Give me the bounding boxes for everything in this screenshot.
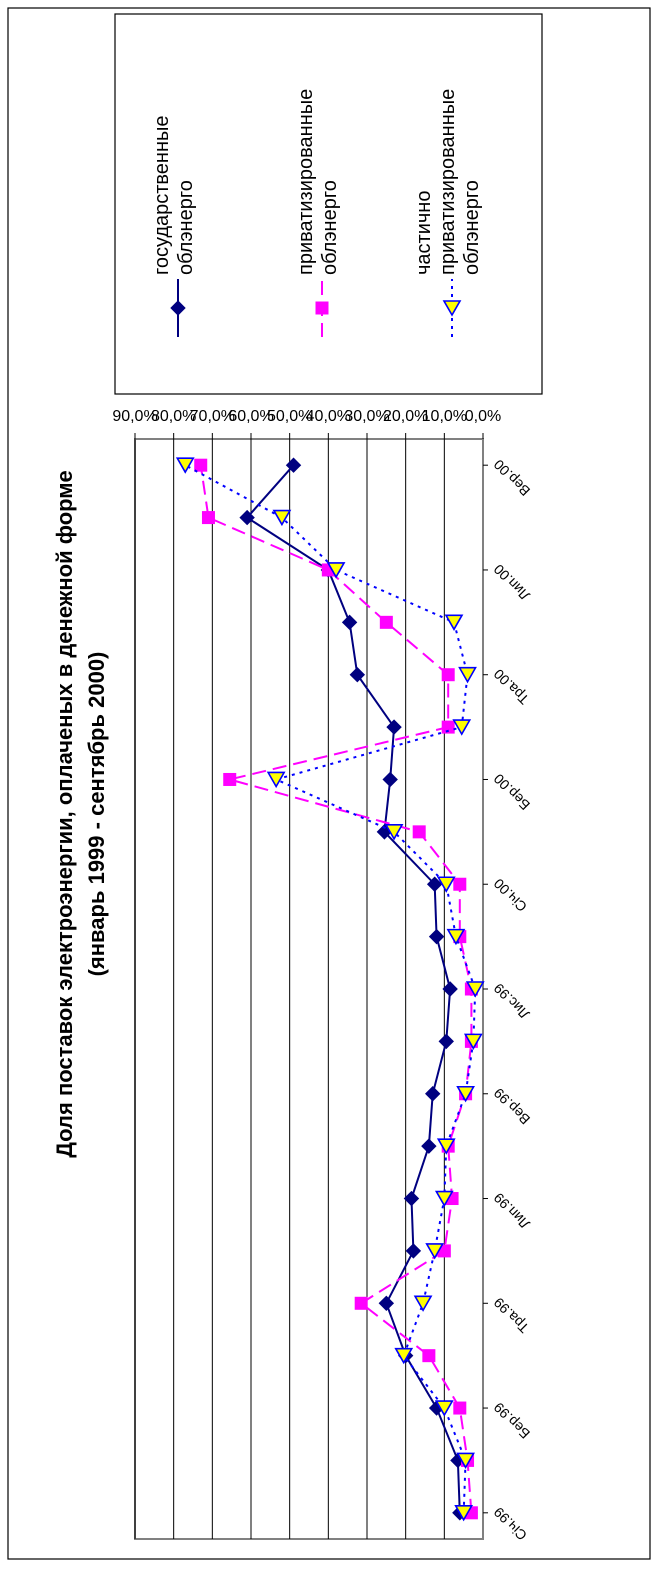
legend-entry-3: частично приватизированные облэнерго — [413, 89, 483, 337]
chart-title: Доля поставок электроэнергии, оплаченых … — [52, 470, 77, 1158]
y-tick-label: 60,0% — [228, 408, 273, 425]
data-point — [453, 877, 467, 891]
rotated-chart: Доля поставок электроэнергии, оплаченых … — [52, 13, 543, 1544]
legend-label: частично — [413, 191, 435, 275]
data-point — [272, 509, 292, 527]
data-point — [428, 928, 445, 945]
data-point — [349, 667, 366, 683]
data-point — [378, 1295, 395, 1311]
series-1 — [239, 457, 468, 1521]
data-point — [456, 1452, 475, 1470]
data-point — [463, 1033, 483, 1050]
chart-frame — [7, 7, 651, 1560]
data-point — [436, 1138, 456, 1155]
data-point — [223, 772, 237, 786]
data-point — [175, 457, 195, 474]
legend-entry-1: государственные облэнерго — [151, 115, 197, 337]
y-tick-label: 80,0% — [151, 408, 196, 425]
data-point — [444, 614, 464, 631]
y-tick-label: 30,0% — [344, 408, 389, 425]
legend-marker — [315, 301, 329, 315]
data-point — [413, 1295, 433, 1312]
data-point — [454, 1505, 474, 1522]
data-point — [434, 1190, 454, 1208]
data-point — [425, 1243, 445, 1260]
legend-label: государственные — [151, 115, 173, 275]
data-point — [384, 824, 404, 841]
data-point — [412, 825, 426, 839]
data-point — [354, 1296, 368, 1310]
data-point — [194, 458, 208, 472]
data-point — [386, 719, 402, 735]
data-point — [201, 511, 215, 525]
legend-marker — [170, 300, 186, 316]
data-point — [421, 1138, 437, 1154]
y-axis-ticks: 0,0%10,0%20,0%30,0%40,0%50,0%60,0%70,0%8… — [112, 408, 501, 439]
data-point — [382, 771, 398, 788]
y-tick-label: 20,0% — [383, 408, 428, 425]
series-layer — [175, 457, 485, 1522]
data-point — [434, 1400, 454, 1417]
data-point — [326, 562, 346, 579]
series-line — [184, 464, 477, 1513]
y-tick-label: 70,0% — [190, 408, 235, 425]
data-point — [403, 1190, 420, 1207]
y-tick-label: 10,0% — [422, 408, 467, 425]
chart-title-group: Доля поставок электроэнергии, оплаченых … — [52, 470, 109, 1158]
data-point — [379, 615, 393, 629]
legend-label: облэнерго — [175, 180, 197, 275]
data-point — [456, 1085, 475, 1103]
data-point — [405, 1243, 422, 1259]
legend-marker — [442, 300, 462, 317]
chart-subtitle: (январь 1999 - сентябрь 2000) — [84, 652, 109, 977]
data-point — [239, 509, 255, 526]
y-tick-label: 50,0% — [267, 408, 312, 425]
data-point — [266, 771, 286, 789]
data-point — [453, 1401, 467, 1415]
data-point — [341, 614, 358, 631]
legend-box — [114, 13, 543, 395]
data-point — [446, 928, 466, 946]
y-tick-label: 0,0% — [465, 408, 501, 425]
data-point — [285, 457, 302, 473]
legend-entry-2: приватизированные облэнерго — [295, 89, 341, 337]
data-point — [394, 1347, 414, 1365]
data-point — [452, 719, 472, 736]
data-point — [441, 720, 455, 734]
series-3 — [175, 457, 485, 1522]
data-point — [436, 876, 456, 893]
data-point — [442, 981, 458, 997]
legend: государственные облэнерго приватизированны… — [114, 13, 543, 395]
legend-label: приватизированные — [437, 89, 459, 275]
data-point — [422, 1349, 436, 1363]
legend-label: приватизированные — [295, 89, 317, 275]
data-point — [465, 981, 485, 998]
data-point — [425, 1086, 441, 1102]
legend-label: облэнерго — [319, 180, 341, 275]
y-tick-label: 40,0% — [306, 408, 351, 425]
y-tick-label: 90,0% — [112, 408, 157, 425]
legend-label: облэнерго — [461, 180, 483, 275]
data-point — [441, 668, 455, 682]
data-point — [458, 666, 477, 684]
data-point — [438, 1033, 454, 1050]
